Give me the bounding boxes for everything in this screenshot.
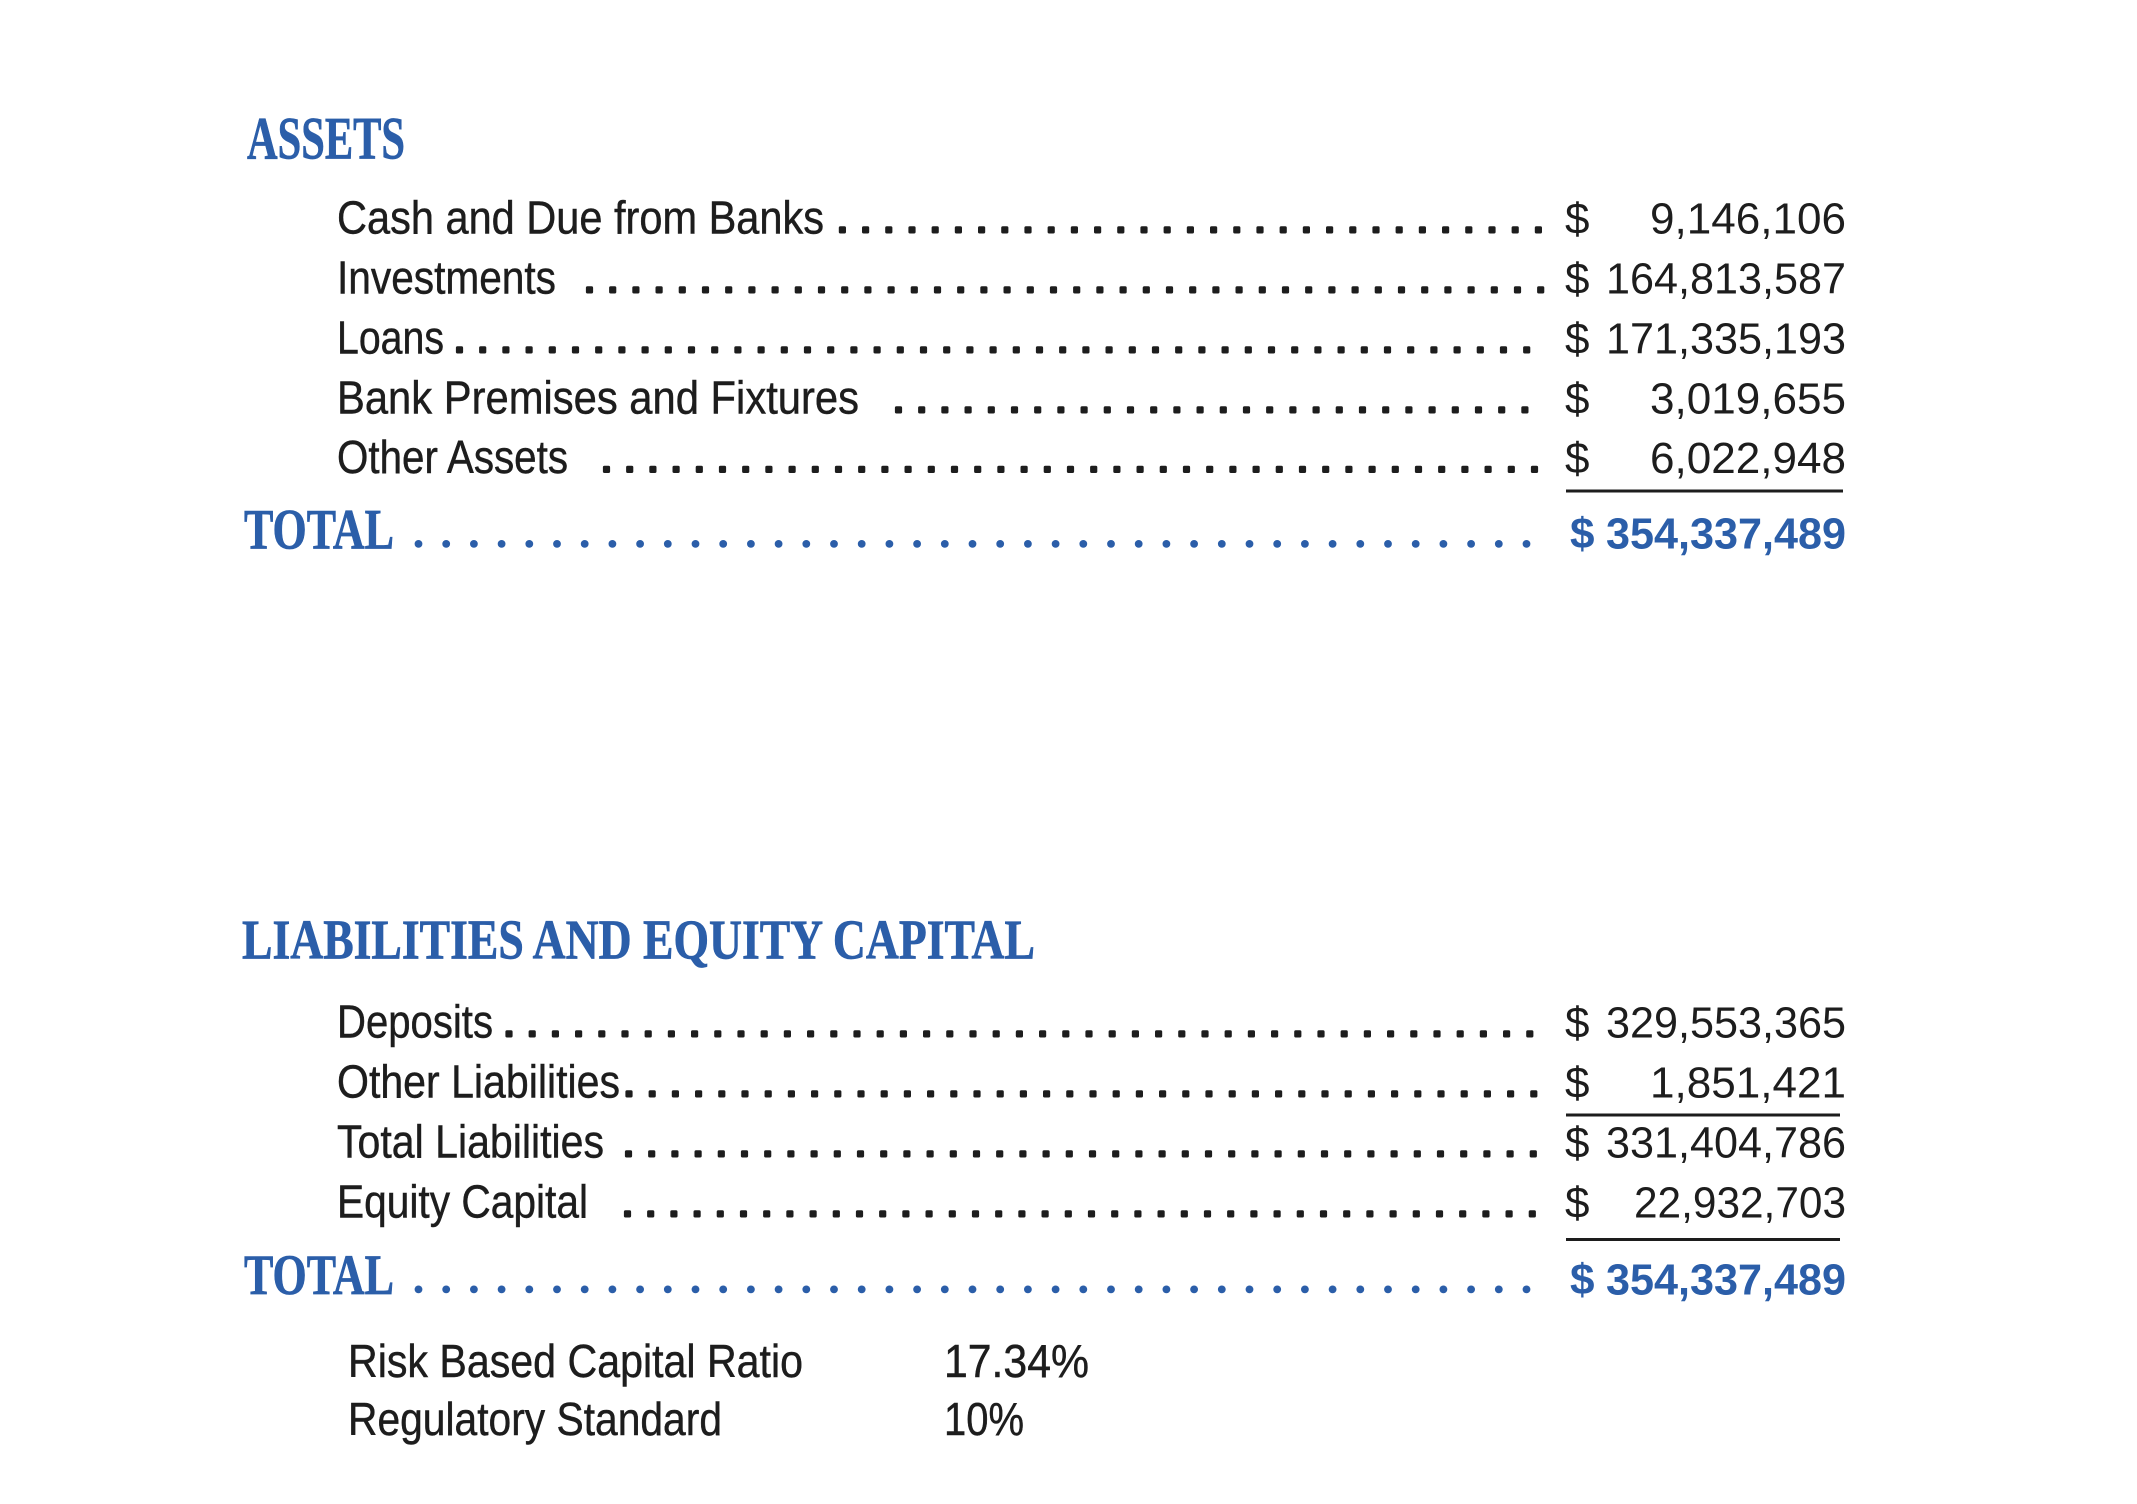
- svg-text:354,337,489: 354,337,489: [1606, 1256, 1846, 1305]
- svg-text:Regulatory Standard: Regulatory Standard: [348, 1393, 722, 1445]
- svg-text:9,146,106: 9,146,106: [1650, 195, 1846, 244]
- svg-text:Deposits: Deposits: [337, 996, 493, 1048]
- svg-text:17.34%: 17.34%: [944, 1335, 1089, 1387]
- svg-text:Loans: Loans: [337, 312, 444, 364]
- svg-text:Investments: Investments: [337, 252, 556, 304]
- svg-text:LIABILITIES AND EQUITY CAPITAL: LIABILITIES AND EQUITY CAPITAL: [242, 910, 1035, 972]
- svg-text:TOTAL: TOTAL: [244, 499, 394, 562]
- svg-text:ASSETS: ASSETS: [247, 106, 405, 172]
- svg-text:354,337,489: 354,337,489: [1606, 510, 1846, 559]
- svg-text:$: $: [1565, 1119, 1589, 1168]
- svg-text:$: $: [1565, 999, 1589, 1048]
- svg-text:1,851,421: 1,851,421: [1650, 1059, 1846, 1108]
- svg-text:Cash and Due from Banks: Cash and Due from Banks: [337, 192, 824, 244]
- svg-text:$: $: [1565, 315, 1589, 364]
- svg-text:$: $: [1565, 1179, 1589, 1228]
- svg-text:Risk Based Capital Ratio: Risk Based Capital Ratio: [348, 1335, 803, 1387]
- svg-text:Equity Capital: Equity Capital: [337, 1176, 588, 1228]
- svg-text:Total Liabilities: Total Liabilities: [337, 1116, 604, 1168]
- svg-text:$: $: [1570, 1256, 1594, 1305]
- svg-text:$: $: [1565, 375, 1589, 424]
- svg-text:Other Liabilities: Other Liabilities: [337, 1056, 620, 1108]
- svg-text:TOTAL: TOTAL: [244, 1244, 394, 1307]
- svg-text:$: $: [1565, 1059, 1589, 1108]
- svg-text:$: $: [1570, 510, 1594, 559]
- svg-text:$: $: [1565, 255, 1589, 304]
- svg-text:22,932,703: 22,932,703: [1634, 1179, 1846, 1228]
- svg-text:$: $: [1565, 434, 1589, 483]
- svg-text:$: $: [1565, 195, 1589, 244]
- svg-text:331,404,786: 331,404,786: [1606, 1119, 1846, 1168]
- svg-text:Bank Premises and Fixtures: Bank Premises and Fixtures: [337, 372, 859, 424]
- svg-text:Other Assets: Other Assets: [337, 431, 568, 483]
- svg-text:3,019,655: 3,019,655: [1650, 375, 1846, 424]
- svg-text:164,813,587: 164,813,587: [1606, 255, 1846, 304]
- svg-text:329,553,365: 329,553,365: [1606, 999, 1846, 1048]
- svg-text:6,022,948: 6,022,948: [1650, 434, 1846, 483]
- svg-text:171,335,193: 171,335,193: [1606, 315, 1846, 364]
- svg-text:10%: 10%: [944, 1393, 1024, 1445]
